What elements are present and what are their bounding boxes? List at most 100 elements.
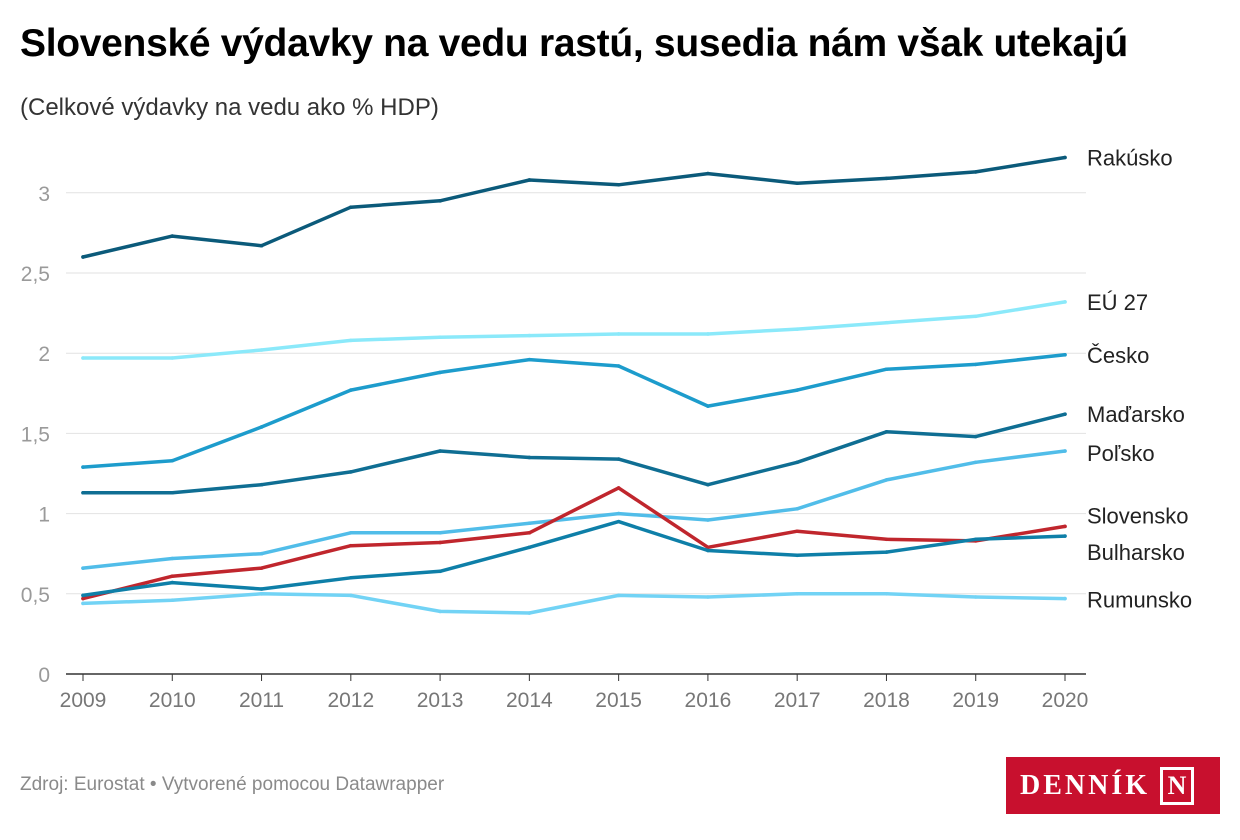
data-point-madarsko: [349, 470, 353, 474]
data-point-madarsko: [438, 449, 442, 453]
series-line-polsko: [81, 449, 1067, 570]
x-tick-label: 2014: [506, 689, 553, 712]
data-point-cesko: [616, 364, 621, 368]
data-point-slovensko: [795, 529, 799, 534]
data-point-polsko: [527, 521, 532, 526]
data-point-slovensko: [1063, 524, 1067, 529]
logo-mark: N: [1160, 766, 1195, 805]
data-point-cesko: [706, 404, 710, 408]
data-point-cesko: [795, 388, 799, 392]
data-point-madarsko: [81, 490, 85, 495]
y-tick-label: 0,5: [21, 584, 50, 607]
data-point-cesko: [1063, 353, 1067, 357]
data-point-rakusko: [349, 205, 353, 210]
data-point-cesko: [973, 362, 978, 367]
data-point-madarsko: [1063, 412, 1067, 416]
logo-text: DENNÍK: [1020, 769, 1151, 801]
series-label-bulharsko: Bulharsko: [1087, 540, 1185, 565]
data-point-polsko: [349, 531, 353, 535]
x-tick-label: 2013: [417, 689, 464, 712]
data-point-rakusko: [527, 178, 532, 182]
y-tick-label: 2,5: [21, 263, 50, 286]
data-point-rumunsko: [616, 593, 621, 598]
y-tick-label: 2: [38, 343, 50, 366]
data-point-eu-27: [706, 332, 710, 336]
data-point-polsko: [706, 518, 710, 522]
data-point-polsko: [795, 506, 799, 511]
data-point-eu-27: [259, 348, 264, 352]
data-point-rakusko: [973, 170, 978, 174]
chart-subtitle: (Celkové výdavky na vedu ako % HDP): [20, 94, 439, 121]
data-point-eu-27: [884, 320, 889, 325]
data-point-madarsko: [616, 457, 621, 461]
data-point-bulharsko: [616, 519, 621, 524]
data-point-rakusko: [81, 255, 85, 259]
series-label-rumunsko: Rumunsko: [1087, 588, 1192, 613]
x-tick-label: 2010: [149, 689, 196, 712]
data-point-polsko: [616, 511, 621, 516]
data-point-eu-27: [170, 356, 175, 360]
data-point-polsko: [81, 566, 85, 570]
series-label-madarsko: Maďarsko: [1087, 402, 1185, 427]
data-point-rakusko: [438, 199, 442, 203]
data-point-rakusko: [616, 182, 621, 187]
data-point-rumunsko: [527, 611, 532, 615]
data-point-slovensko: [706, 545, 710, 550]
data-point-cesko: [170, 458, 175, 463]
x-tick-label: 2018: [863, 689, 910, 712]
data-point-rumunsko: [973, 595, 978, 599]
data-point-cesko: [527, 357, 532, 362]
data-point-polsko: [259, 551, 264, 556]
data-point-madarsko: [973, 434, 978, 439]
data-point-eu-27: [527, 333, 532, 338]
series-line-eu-27: [81, 300, 1067, 360]
data-point-eu-27: [81, 356, 85, 360]
data-point-slovensko: [616, 486, 621, 490]
line-chart: 0 0,5 1 1,5 2 2,5 3 2009 2010 2011 2012 2013 2014 201…: [21, 146, 1192, 712]
series-label-rakusko: Rakúsko: [1087, 146, 1173, 171]
x-tick-label: 2016: [685, 689, 732, 712]
data-point-bulharsko: [795, 553, 799, 558]
data-point-madarsko: [259, 482, 264, 487]
data-point-rumunsko: [884, 592, 889, 596]
series-line-slovensko: [81, 486, 1067, 601]
data-point-slovensko: [527, 531, 532, 535]
data-point-eu-27: [795, 327, 799, 331]
series-line-bulharsko: [81, 519, 1067, 598]
data-point-bulharsko: [527, 545, 532, 550]
y-tick-label: 3: [38, 183, 50, 206]
data-point-slovensko: [81, 596, 85, 601]
data-point-rakusko: [1063, 155, 1067, 160]
data-point-madarsko: [706, 482, 710, 487]
data-point-bulharsko: [170, 580, 175, 585]
data-point-polsko: [973, 460, 978, 465]
series-line-rakusko: [81, 155, 1067, 259]
x-tick-label: 2020: [1042, 689, 1089, 712]
data-point-eu-27: [616, 332, 621, 336]
data-point-eu-27: [349, 338, 353, 343]
data-point-rumunsko: [81, 601, 85, 606]
data-point-madarsko: [795, 460, 799, 465]
data-point-rakusko: [170, 234, 175, 238]
data-point-polsko: [884, 478, 889, 482]
data-point-eu-27: [973, 314, 978, 319]
data-point-rumunsko: [349, 593, 353, 598]
data-point-bulharsko: [884, 550, 889, 554]
data-point-slovensko: [349, 543, 353, 548]
data-point-rakusko: [795, 181, 799, 185]
x-tick-label: 2009: [60, 689, 107, 712]
data-point-rakusko: [884, 176, 889, 181]
data-point-cesko: [81, 465, 85, 469]
series-line-cesko: [81, 353, 1067, 469]
series-label-polsko: Poľsko: [1087, 441, 1155, 466]
data-point-bulharsko: [259, 587, 264, 591]
series-line-rumunsko: [81, 592, 1067, 615]
data-point-polsko: [438, 531, 442, 535]
data-point-rumunsko: [706, 595, 710, 599]
data-point-madarsko: [884, 429, 889, 434]
data-point-rumunsko: [259, 592, 264, 596]
data-point-bulharsko: [1063, 534, 1067, 538]
x-tick-label: 2019: [952, 689, 999, 712]
data-point-cesko: [259, 425, 264, 429]
dennik-n-logo[interactable]: DENNÍK N: [1006, 757, 1220, 814]
